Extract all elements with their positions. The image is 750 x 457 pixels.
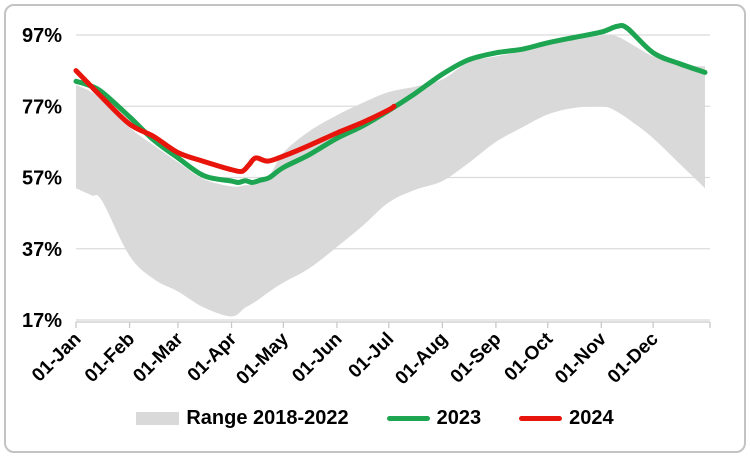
y-axis-label: 37% [22, 239, 62, 261]
line-2024 [73, 68, 397, 175]
line-2023 [73, 22, 708, 185]
legend-label-2024: 2024 [569, 407, 614, 429]
line-2024-swatch [519, 416, 563, 421]
x-axis-label: 01-Apr [184, 328, 242, 386]
legend-label-range: Range 2018-2022 [186, 407, 349, 429]
y-axis-label: 97% [22, 25, 62, 47]
y-axis-label: 77% [22, 96, 62, 118]
y-axis-label: 57% [22, 168, 62, 190]
x-axis-label: 01-Oct [501, 328, 558, 385]
legend-label-2023: 2023 [436, 407, 482, 429]
range-band-swatch [136, 412, 180, 425]
x-axis-label: 01-May [232, 328, 293, 389]
line-2023-swatch [386, 416, 430, 421]
legend-item-2023: 2023 [386, 407, 482, 430]
x-axis-label: 01-Feb [81, 329, 139, 387]
range-band-area [76, 35, 705, 317]
x-axis-label: 01-Jun [288, 329, 346, 387]
x-axis-label: 01-Mar [129, 328, 188, 387]
x-axis-label: 01-Aug [391, 329, 451, 389]
legend-item-range: Range 2018-2022 [136, 407, 349, 430]
x-axis-label: 01-Nov [551, 328, 611, 388]
x-axis-label: 01-Jan [28, 329, 85, 386]
legend-item-2024: 2024 [519, 407, 614, 430]
x-axis-label: 01-Sep [447, 329, 506, 388]
legend: Range 2018-2022 2023 2024 [0, 407, 750, 430]
x-axis-label: 01-Dec [604, 328, 663, 387]
y-axis-label: 17% [22, 310, 62, 332]
